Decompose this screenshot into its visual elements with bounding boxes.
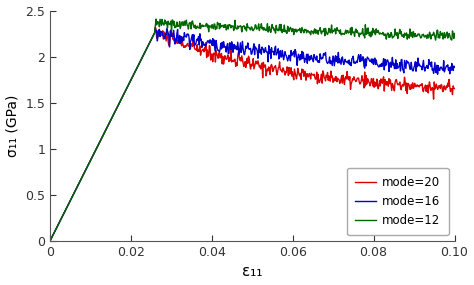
Y-axis label: σ₁₁ (GPa): σ₁₁ (GPa) xyxy=(6,95,19,157)
mode=12 xyxy=(47,239,53,243)
mode=16 xyxy=(47,239,53,243)
mode=20 xyxy=(352,78,358,82)
mode=12 xyxy=(153,17,159,21)
mode=12 xyxy=(151,32,157,36)
mode=16 xyxy=(452,65,457,69)
mode=16 xyxy=(151,32,157,36)
mode=12 xyxy=(231,29,237,32)
mode=12 xyxy=(452,32,457,35)
mode=20 xyxy=(47,239,53,243)
Line: mode=16: mode=16 xyxy=(50,28,455,241)
Legend: mode=20, mode=16, mode=12: mode=20, mode=16, mode=12 xyxy=(346,168,448,235)
mode=16 xyxy=(286,54,292,57)
mode=20 xyxy=(286,66,292,69)
mode=16 xyxy=(153,27,158,30)
mode=20 xyxy=(118,97,124,100)
mode=16 xyxy=(231,43,237,47)
mode=12 xyxy=(118,97,124,100)
mode=12 xyxy=(352,29,358,33)
Line: mode=20: mode=20 xyxy=(50,27,455,241)
Line: mode=12: mode=12 xyxy=(50,19,455,241)
mode=12 xyxy=(286,30,292,33)
X-axis label: ε₁₁: ε₁₁ xyxy=(242,264,263,280)
mode=20 xyxy=(153,25,158,28)
mode=16 xyxy=(352,62,358,65)
mode=20 xyxy=(318,76,324,80)
mode=16 xyxy=(318,56,324,59)
mode=20 xyxy=(151,32,157,36)
mode=16 xyxy=(118,97,124,100)
mode=12 xyxy=(318,30,324,33)
mode=20 xyxy=(452,87,457,90)
mode=20 xyxy=(231,60,237,63)
